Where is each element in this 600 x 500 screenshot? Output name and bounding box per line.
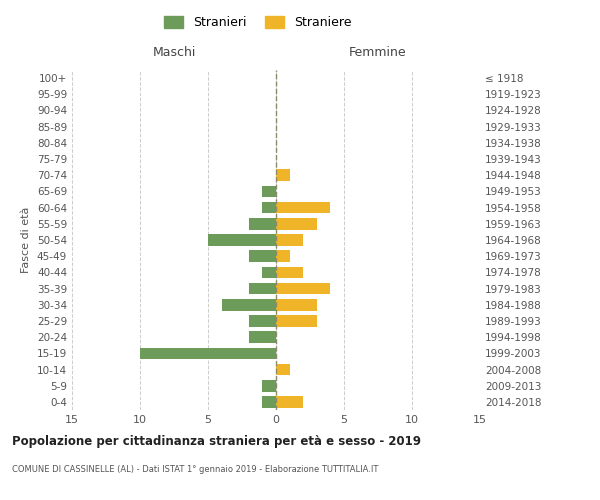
Bar bbox=[208, 234, 276, 246]
Bar bbox=[249, 218, 276, 230]
Bar bbox=[276, 170, 290, 181]
Y-axis label: Fasce di età: Fasce di età bbox=[22, 207, 31, 273]
Bar bbox=[276, 315, 317, 327]
Bar bbox=[249, 332, 276, 343]
Bar bbox=[262, 266, 276, 278]
Bar bbox=[262, 380, 276, 392]
Bar bbox=[276, 250, 290, 262]
Bar bbox=[276, 266, 303, 278]
Text: Femmine: Femmine bbox=[349, 46, 407, 59]
Bar bbox=[221, 299, 276, 310]
Bar bbox=[276, 234, 303, 246]
Text: COMUNE DI CASSINELLE (AL) - Dati ISTAT 1° gennaio 2019 - Elaborazione TUTTITALIA: COMUNE DI CASSINELLE (AL) - Dati ISTAT 1… bbox=[12, 465, 379, 474]
Bar bbox=[276, 282, 331, 294]
Bar bbox=[276, 364, 290, 376]
Bar bbox=[249, 250, 276, 262]
Bar bbox=[276, 299, 317, 310]
Text: Maschi: Maschi bbox=[152, 46, 196, 59]
Text: Popolazione per cittadinanza straniera per età e sesso - 2019: Popolazione per cittadinanza straniera p… bbox=[12, 435, 421, 448]
Bar bbox=[249, 282, 276, 294]
Bar bbox=[276, 218, 317, 230]
Bar bbox=[276, 396, 303, 407]
Legend: Stranieri, Straniere: Stranieri, Straniere bbox=[160, 11, 356, 34]
Bar bbox=[249, 315, 276, 327]
Bar bbox=[262, 396, 276, 407]
Bar bbox=[262, 202, 276, 213]
Bar bbox=[140, 348, 276, 359]
Bar bbox=[262, 186, 276, 198]
Bar bbox=[276, 202, 331, 213]
